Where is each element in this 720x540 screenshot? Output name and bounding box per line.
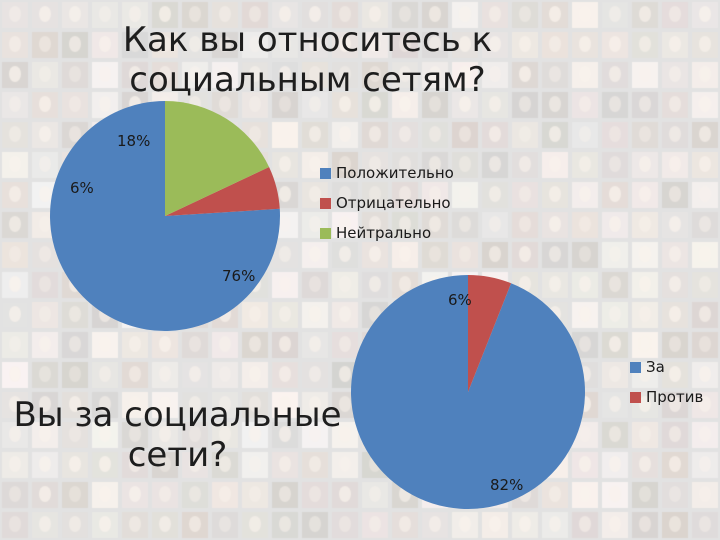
chart2-legend-label-protiv: Против bbox=[646, 388, 703, 406]
chart1-data-label-polozhitelno: 76% bbox=[222, 267, 255, 285]
chart1-legend-swatch-neytralno bbox=[320, 228, 331, 239]
chart2-data-label-za: 82% bbox=[490, 476, 523, 494]
chart1-slice-otritsatelno bbox=[165, 167, 280, 216]
chart1-slice-neytralno bbox=[165, 101, 270, 216]
chart2-slice-za bbox=[351, 275, 585, 509]
chart1-data-label-otritsatelno: 6% bbox=[70, 179, 94, 197]
chart1-legend-swatch-polozhitelno bbox=[320, 168, 331, 179]
chart2-legend-label-za: За bbox=[646, 358, 665, 376]
chart1-legend-swatch-otritsatelno bbox=[320, 198, 331, 209]
chart1-data-label-neytralno: 18% bbox=[117, 132, 150, 150]
chart2-title: Вы за социальные сети? bbox=[13, 395, 342, 476]
chart1-legend-label-otritsatelno: Отрицательно bbox=[336, 194, 451, 212]
chart2-legend-swatch-za bbox=[630, 362, 641, 373]
chart1-legend-label-neytralno: Нейтрально bbox=[336, 224, 431, 242]
chart1-title: Как вы относитесь к социальным сетям? bbox=[122, 20, 493, 101]
chart2-slice-protiv bbox=[468, 275, 512, 392]
chart1-legend-label-polozhitelno: Положительно bbox=[336, 164, 454, 182]
chart2-legend-swatch-protiv bbox=[630, 392, 641, 403]
chart2-data-label-protiv: 6% bbox=[448, 291, 472, 309]
